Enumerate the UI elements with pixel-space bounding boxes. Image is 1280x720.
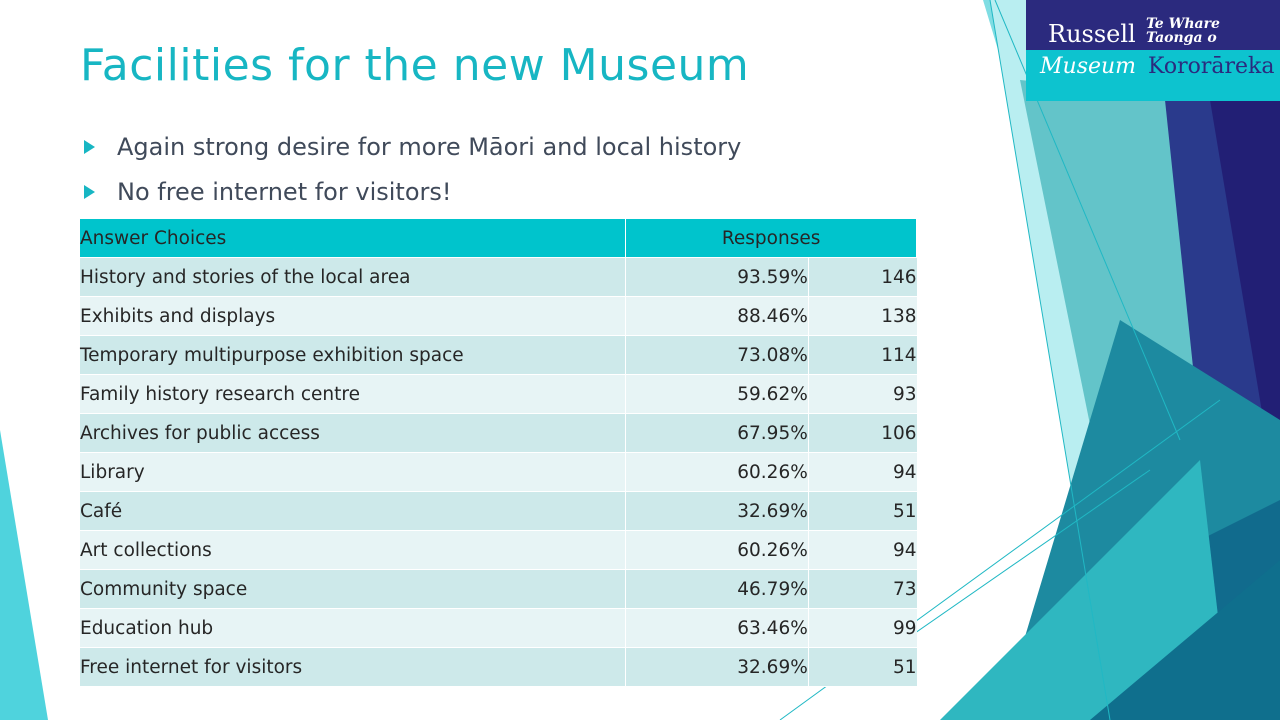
- response-percent-cell: 60.26%: [625, 452, 809, 492]
- response-percent-cell: 46.79%: [625, 569, 809, 609]
- response-count-cell: 51: [808, 491, 917, 531]
- bullet-list: Again strong desire for more Māori and l…: [84, 124, 741, 214]
- responses-table: Answer Choices Responses History and sto…: [80, 219, 917, 687]
- response-percent-cell: 67.95%: [625, 413, 809, 453]
- response-count-cell: 138: [808, 296, 917, 336]
- response-count-cell: 146: [808, 257, 917, 297]
- table-row: Art collections 60.26% 94: [80, 530, 917, 570]
- response-percent-cell: 93.59%: [625, 257, 809, 297]
- response-count-cell: 73: [808, 569, 917, 609]
- table-row: Café 32.69% 51: [80, 491, 917, 531]
- answer-choice-cell: Art collections: [80, 530, 627, 570]
- response-count-cell: 94: [808, 530, 917, 570]
- logo-te-whare-text: Te Whare Taonga o: [1146, 16, 1220, 46]
- response-percent-cell: 59.62%: [625, 374, 809, 414]
- response-percent-cell: 60.26%: [625, 530, 809, 570]
- response-count-cell: 106: [808, 413, 917, 453]
- bullet-item: No free internet for visitors!: [84, 169, 741, 214]
- table-row: History and stories of the local area 93.…: [80, 257, 917, 297]
- table-row: Exhibits and displays 88.46% 138: [80, 296, 917, 336]
- answer-choice-cell: History and stories of the local area: [80, 257, 627, 297]
- logo-top-band: [1026, 0, 1280, 50]
- table-row: Family history research centre 59.62% 93: [80, 374, 917, 414]
- response-count-cell: 99: [808, 608, 917, 648]
- response-count-cell: 93: [808, 374, 917, 414]
- header-answer-choices: Answer Choices: [80, 219, 627, 258]
- answer-choice-cell: Archives for public access: [80, 413, 627, 453]
- response-percent-cell: 73.08%: [625, 335, 809, 375]
- header-responses: Responses: [625, 219, 917, 258]
- logo-museum-text: Museum: [1040, 54, 1137, 79]
- response-count-cell: 94: [808, 452, 917, 492]
- logo-bottom-band: [1026, 50, 1280, 101]
- response-count-cell: 51: [808, 647, 917, 687]
- museum-logo: Russell Te Whare Taonga o Museum Kororāre…: [1026, 0, 1280, 101]
- bullet-arrow-icon: [84, 184, 95, 199]
- answer-choice-cell: Café: [80, 491, 627, 531]
- answer-choice-cell: Library: [80, 452, 627, 492]
- logo-russell-text: Russell: [1048, 20, 1136, 48]
- table-row: Library 60.26% 94: [80, 452, 917, 492]
- bullet-arrow-icon: [84, 139, 95, 154]
- table-row: Education hub 63.46% 99: [80, 608, 917, 648]
- response-percent-cell: 88.46%: [625, 296, 809, 336]
- response-count-cell: 114: [808, 335, 917, 375]
- table-row: Free internet for visitors 32.69% 51: [80, 647, 917, 687]
- response-percent-cell: 32.69%: [625, 491, 809, 531]
- bullet-item: Again strong desire for more Māori and l…: [84, 124, 741, 169]
- bullet-text: Again strong desire for more Māori and l…: [117, 132, 742, 161]
- answer-choice-cell: Education hub: [80, 608, 627, 648]
- table-header-row: Answer Choices Responses: [80, 219, 917, 258]
- answer-choice-cell: Temporary multipurpose exhibition space: [80, 335, 627, 375]
- bullet-text: No free internet for visitors!: [117, 177, 452, 206]
- response-percent-cell: 63.46%: [625, 608, 809, 648]
- answer-choice-cell: Community space: [80, 569, 627, 609]
- response-percent-cell: 32.69%: [625, 647, 809, 687]
- table-row: Community space 46.79% 73: [80, 569, 917, 609]
- table-row: Temporary multipurpose exhibition space 7…: [80, 335, 917, 375]
- slide-title: Facilities for the new Museum: [80, 40, 750, 91]
- answer-choice-cell: Free internet for visitors: [80, 647, 627, 687]
- answer-choice-cell: Exhibits and displays: [80, 296, 627, 336]
- table-row: Archives for public access 67.95% 106: [80, 413, 917, 453]
- answer-choice-cell: Family history research centre: [80, 374, 627, 414]
- logo-kororareka-text: Kororāreka: [1148, 54, 1275, 79]
